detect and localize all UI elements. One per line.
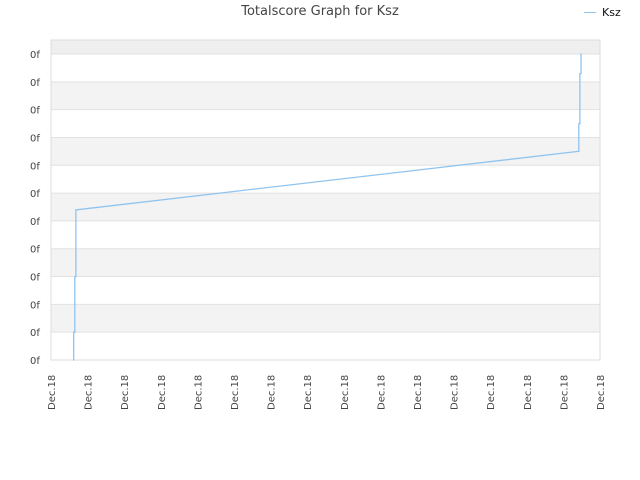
y-tick-label: 0f [30,273,40,284]
y-tick-label: 0f [30,189,40,200]
plot-border [50,39,601,361]
grid-band [51,137,600,166]
y-tick-label: 0f [30,133,40,144]
x-tick-label: Dec.18 [84,375,95,410]
y-tick-label: 0f [30,245,40,256]
y-tick-label: 0f [30,328,40,339]
x-tick-label: Dec.18 [523,375,534,410]
grid-band [51,81,600,110]
x-tick-label: Dec.18 [486,375,497,410]
x-tick-label: Dec.18 [120,375,131,410]
grid-band [51,193,600,221]
y-tick-label: 0f [30,356,40,367]
x-tick-label: Dec.18 [596,375,607,410]
x-tick-label: Dec.18 [340,375,351,410]
x-tick-label: Dec.18 [450,375,461,410]
y-tick-label: 0f [30,78,40,89]
x-axis-labels: Dec.18 Dec.18 Dec.18 Dec.18 Dec.18 Dec.18 Dec.… [47,375,607,410]
chart-title: Totalscore Graph for Ksz [241,4,399,19]
x-tick-label: Dec.18 [303,375,314,410]
x-tick-label: Dec.18 [193,375,204,410]
y-tick-label: 0f [30,300,40,311]
x-tick-label: Dec.18 [559,375,570,410]
x-tick-label: Dec.18 [157,375,168,410]
series-line [73,53,582,361]
x-tick-label: Dec.18 [47,375,58,410]
x-tick-label: Dec.18 [267,375,278,410]
legend: Ksz [584,6,621,19]
x-tick-label: Dec.18 [230,375,241,410]
legend-label: Ksz [602,6,621,19]
y-tick-label: 0f [30,50,40,61]
grid-bands [51,40,600,333]
y-axis-labels: 0f 0f 0f 0f 0f 0f 0f 0f 0f 0f 0f 0f [30,50,40,367]
x-tick-label: Dec.18 [413,375,424,410]
grid-band [51,304,600,333]
grid-band [51,248,600,277]
x-tick-label: Dec.18 [376,375,387,410]
grid-band [51,40,600,55]
legend-swatch [584,12,596,13]
y-tick-label: 0f [30,106,40,117]
series-layer [73,53,582,361]
y-tick-label: 0f [30,217,40,228]
y-tick-label: 0f [30,161,40,172]
